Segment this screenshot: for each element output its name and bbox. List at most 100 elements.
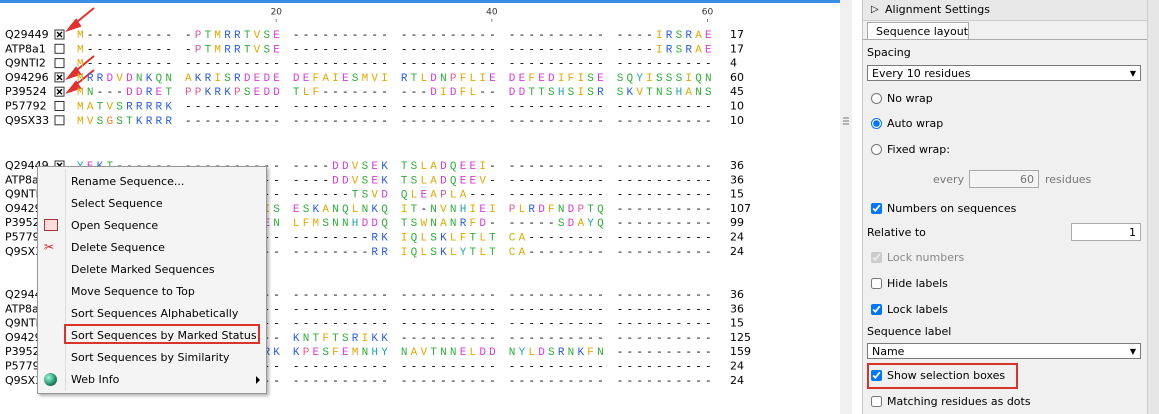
residue: D <box>263 73 273 85</box>
residue: A <box>685 87 695 99</box>
checkbox[interactable] <box>871 396 882 407</box>
menu-item[interactable]: Sort Sequences by Marked Status <box>71 329 257 342</box>
residue: - <box>617 247 627 259</box>
residue: - <box>479 376 489 388</box>
every-input[interactable]: 60 <box>969 170 1039 188</box>
panel-header[interactable]: ▷ Alignment Settings <box>863 0 1148 21</box>
menu-item[interactable]: Web Info <box>71 373 120 386</box>
residue: - <box>381 101 391 113</box>
residue: - <box>685 204 695 216</box>
residue: - <box>627 161 637 173</box>
residue <box>391 290 401 302</box>
menu-item[interactable]: Delete Marked Sequences <box>71 263 215 276</box>
residue: - <box>656 232 666 244</box>
residue <box>283 87 293 99</box>
residue: - <box>273 59 283 71</box>
residue: L <box>479 247 489 259</box>
wrap-radio[interactable] <box>871 144 882 155</box>
residue: S <box>116 101 126 113</box>
residue: Q <box>342 204 352 216</box>
tab[interactable]: Sequence layout <box>867 22 969 40</box>
residue: - <box>587 290 597 302</box>
residue: - <box>371 116 381 128</box>
residue: - <box>401 87 411 99</box>
residue: D <box>126 73 136 85</box>
checkbox[interactable] <box>871 370 882 381</box>
residue: S <box>548 87 558 99</box>
residue: - <box>646 290 656 302</box>
residue: S <box>224 73 234 85</box>
residue: - <box>646 161 656 173</box>
residue: - <box>263 116 273 128</box>
residue <box>499 232 509 244</box>
residue: T <box>470 247 480 259</box>
menu-item[interactable]: Sort Sequences Alphabetically <box>71 307 239 320</box>
residue <box>499 333 509 345</box>
residue: - <box>597 116 607 128</box>
residue: - <box>695 304 705 316</box>
menu-item[interactable]: Rename Sequence... <box>71 175 185 188</box>
residue: - <box>666 361 676 373</box>
menu-item[interactable]: Sort Sequences by Similarity <box>71 351 230 364</box>
spacing-select[interactable]: Every 10 residues ▼ <box>867 65 1141 81</box>
residue: R <box>165 116 175 128</box>
menu-item[interactable]: Delete Sequence <box>71 241 165 254</box>
residue: - <box>519 290 529 302</box>
residue <box>391 87 401 99</box>
checkbox[interactable] <box>871 252 882 263</box>
residue: - <box>656 190 666 202</box>
residue: E <box>313 347 323 359</box>
residue: - <box>460 101 470 113</box>
relative-to-input[interactable]: 1 <box>1071 223 1141 241</box>
residue: - <box>430 304 440 316</box>
residue: V <box>352 161 362 173</box>
residue: R <box>156 101 166 113</box>
residue: - <box>489 101 499 113</box>
panel-scrollbar[interactable] <box>1147 0 1159 414</box>
residue: - <box>676 290 686 302</box>
residue <box>175 87 185 99</box>
menu-item[interactable]: Move Sequence to Top <box>71 285 195 298</box>
residue: I <box>656 30 666 42</box>
residue: - <box>313 175 323 187</box>
residue: - <box>303 175 313 187</box>
wrap-radio[interactable] <box>871 118 882 129</box>
residue: T <box>205 44 215 56</box>
residue: R <box>146 101 156 113</box>
residue: A <box>577 218 587 230</box>
residue: F <box>548 204 558 216</box>
sequence-name: O94296 <box>5 71 49 84</box>
open-icon <box>44 219 58 231</box>
sequence-end-number: 4 <box>730 57 737 70</box>
residue: - <box>636 347 646 359</box>
menu-item[interactable]: Open Sequence <box>71 219 159 232</box>
residue: - <box>528 116 538 128</box>
residue: - <box>293 361 303 373</box>
residue: D <box>430 73 440 85</box>
scrollbar[interactable] <box>840 0 852 414</box>
residue: L <box>293 218 303 230</box>
residue: L <box>303 87 313 99</box>
menu-item[interactable]: Select Sequence <box>71 197 163 210</box>
residue: I <box>656 44 666 56</box>
residue: R <box>87 73 97 85</box>
residue: - <box>636 204 646 216</box>
checkbox[interactable] <box>871 304 882 315</box>
sequence-label-select[interactable]: Name ▼ <box>867 343 1141 359</box>
checkbox[interactable] <box>871 278 882 289</box>
residue: - <box>577 376 587 388</box>
residue: Q <box>381 218 391 230</box>
residue: - <box>627 347 637 359</box>
residue: - <box>362 290 372 302</box>
residue <box>283 361 293 373</box>
residue: - <box>401 30 411 42</box>
residue: - <box>136 44 146 56</box>
residue: - <box>656 116 666 128</box>
residue <box>283 44 293 56</box>
residue: - <box>322 361 332 373</box>
wrap-radio[interactable] <box>871 93 882 104</box>
residue: - <box>568 247 578 259</box>
residue: R <box>224 44 234 56</box>
residue: - <box>617 116 627 128</box>
checkbox[interactable] <box>871 203 882 214</box>
